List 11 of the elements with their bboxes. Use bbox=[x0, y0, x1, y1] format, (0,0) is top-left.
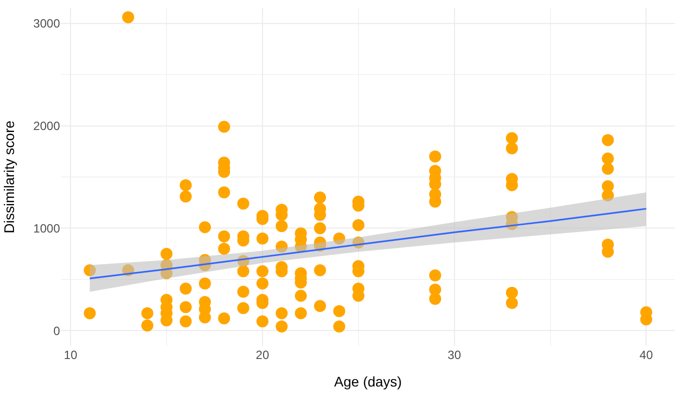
y-tick-label: 2000 bbox=[33, 118, 60, 133]
y-tick-label: 1000 bbox=[33, 221, 60, 236]
y-tick-label: 0 bbox=[53, 324, 60, 338]
x-tick-label: 40 bbox=[640, 348, 654, 362]
x-tick-label: 30 bbox=[448, 348, 462, 362]
y-tick-label: 3000 bbox=[33, 16, 60, 31]
x-axis-title: Age (days) bbox=[334, 373, 402, 390]
x-tick-label: 10 bbox=[64, 348, 78, 362]
y-axis-title: Dissimilarity score bbox=[0, 120, 17, 234]
x-tick-label: 20 bbox=[256, 348, 270, 362]
line-series bbox=[88, 208, 648, 280]
